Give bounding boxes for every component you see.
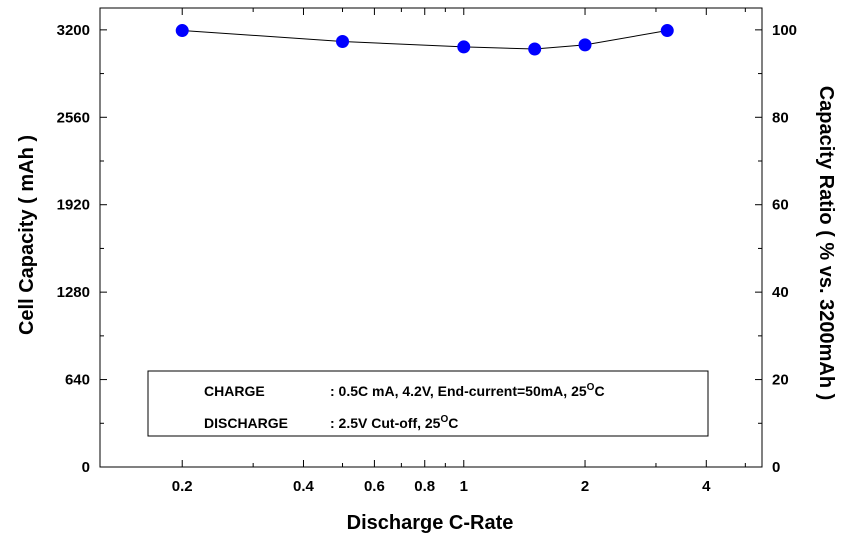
data-point-0-1 [336,34,350,48]
x-axis-title: Discharge C-Rate [347,512,514,534]
data-point-0-3 [528,42,542,56]
legend-charge-label: CHARGE [204,383,265,399]
y2-axis-title: Capacity Ratio ( % vs. 3200mAh ) [815,86,837,401]
data-point-0-4 [578,38,592,52]
y-axis-title: Cell Capacity ( mAh ) [16,135,38,335]
y-tick-label-3: 1920 [57,197,90,214]
legend-charge-value: : 0.5C mA, 4.2V, End-current=50mA, 25OC [330,382,605,399]
x-tick-label-0: 0.2 [172,478,193,495]
y2-tick-label-4: 80 [772,109,789,126]
x-tick-label-4: 1 [460,478,468,495]
y-tick-label-1: 640 [65,372,90,389]
y-tick-label-4: 2560 [57,109,90,126]
y2-tick-label-2: 40 [772,284,789,301]
data-point-0-2 [457,40,471,54]
x-tick-label-5: 2 [581,478,589,495]
series-line-0 [182,30,668,50]
x-tick-label-6: 4 [702,478,711,495]
legend-box: CHARGE : 0.5C mA, 4.2V, End-current=50mA… [147,370,709,437]
x-tick-label-3: 0.8 [414,478,435,495]
x-tick-label-1: 0.4 [293,478,315,495]
legend-discharge-label: DISCHARGE [204,415,288,431]
y-tick-label-0: 0 [82,459,90,476]
y2-tick-label-1: 20 [772,372,789,389]
x-tick-label-2: 0.6 [364,478,385,495]
legend-discharge-value: : 2.5V Cut-off, 25OC [330,414,458,431]
y2-tick-label-0: 0 [772,459,780,476]
y-tick-label-2: 1280 [57,284,90,301]
data-point-0-0 [175,24,189,38]
y2-tick-label-5: 100 [772,22,797,39]
y-tick-label-5: 3200 [57,22,90,39]
plot-frame [99,7,763,468]
data-point-0-5 [660,24,674,38]
y2-tick-label-3: 60 [772,197,789,214]
